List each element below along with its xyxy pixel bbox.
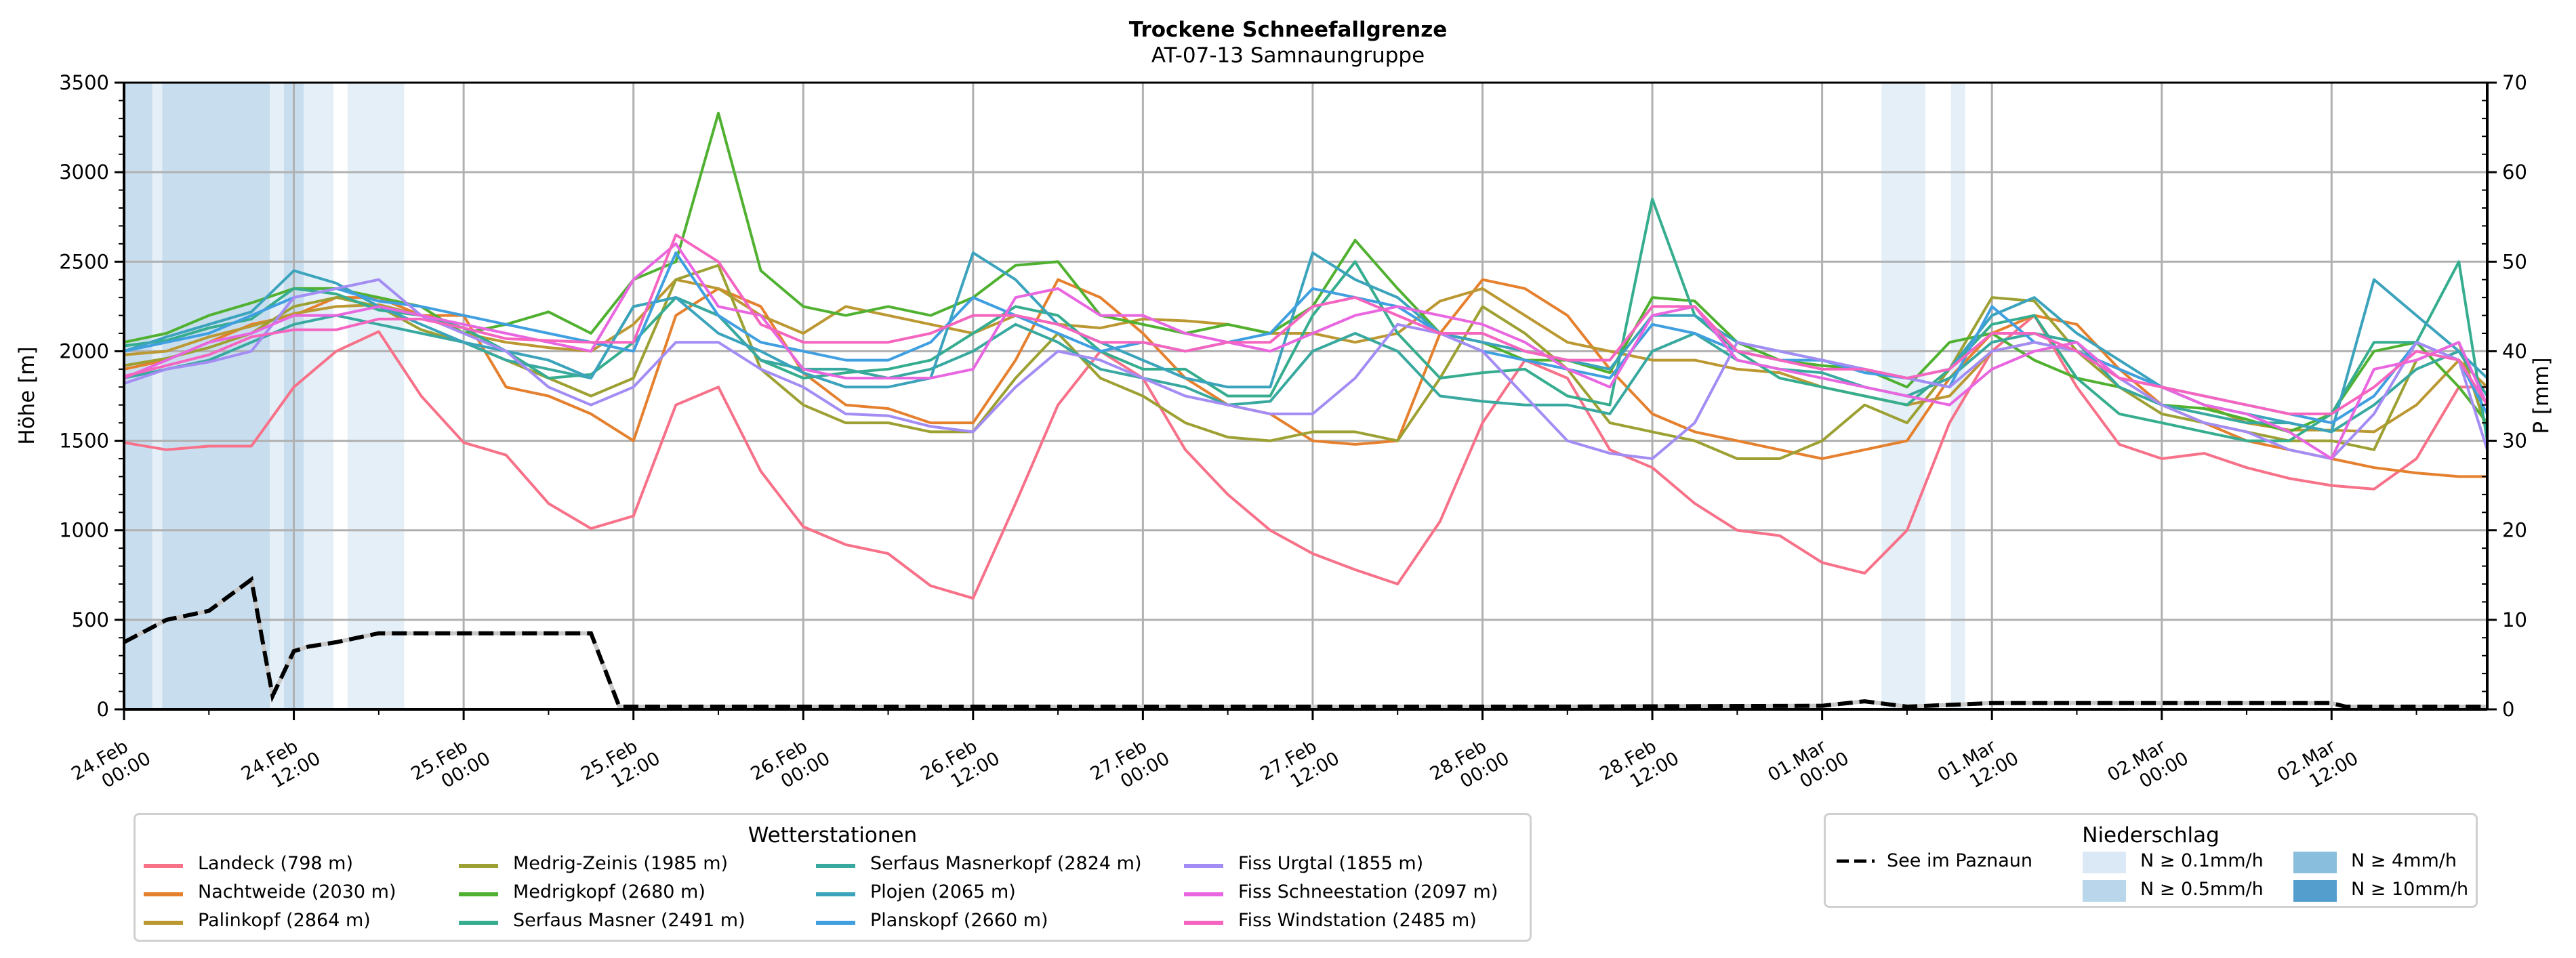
series-line bbox=[123, 264, 2489, 460]
y-tick-label: 3000 bbox=[59, 161, 109, 184]
legend-station-label: Medrig-Zeinis (1985 m) bbox=[513, 853, 729, 874]
dashed-line-legend-icon bbox=[1837, 859, 1875, 863]
legend-station-label: Fiss Schneestation (2097 m) bbox=[1238, 881, 1498, 902]
legend-station-label: Serfaus Masnerkopf (2824 m) bbox=[870, 853, 1142, 874]
legend-precip-swatch bbox=[2293, 880, 2337, 902]
precip-band bbox=[270, 83, 284, 709]
precip-band bbox=[304, 83, 334, 709]
y2-tick-label: 60 bbox=[2502, 161, 2527, 184]
precip-band bbox=[152, 83, 163, 709]
y-tick-label: 1500 bbox=[59, 430, 109, 453]
y-tick-label: 2000 bbox=[59, 339, 109, 362]
legend-station-label: Medrigkopf (2680 m) bbox=[513, 881, 706, 902]
y2-tick-label: 10 bbox=[2502, 608, 2527, 631]
legend-line-swatch bbox=[816, 892, 855, 896]
y2-tick-label: 0 bbox=[2502, 698, 2514, 721]
y-tick-label: 3500 bbox=[59, 71, 109, 94]
y2-tick-label: 70 bbox=[2502, 71, 2527, 94]
legend-line-swatch bbox=[1184, 892, 1223, 896]
legend-station-label: Planskopf (2660 m) bbox=[870, 910, 1048, 931]
legend-precip-swatch bbox=[2083, 880, 2126, 902]
precip-legend: Niederschlag See im Paznaun N ≥ 0.1mm/h N… bbox=[1824, 813, 2478, 908]
legend-line-swatch bbox=[816, 921, 855, 925]
series-line bbox=[123, 233, 2489, 415]
legend-line-swatch bbox=[1184, 864, 1223, 868]
legend-station-label: Serfaus Masner (2491 m) bbox=[513, 910, 745, 931]
precip-legend-title: Niederschlag bbox=[2082, 823, 2220, 848]
y-tick-label: 500 bbox=[72, 608, 109, 631]
precip-band bbox=[1950, 83, 1965, 709]
legend-station-label: Landeck (798 m) bbox=[198, 853, 353, 874]
y2-tick-label: 40 bbox=[2502, 339, 2527, 362]
precip-line-bg bbox=[123, 576, 2487, 709]
legend-precip-swatch bbox=[2293, 852, 2337, 873]
legend-precip-label: N ≥ 0.5mm/h bbox=[2140, 879, 2264, 900]
series-line bbox=[123, 251, 2489, 434]
y2-tick-label: 20 bbox=[2502, 519, 2527, 542]
precip-line bbox=[123, 576, 2487, 709]
stations-legend-title: Wetterstationen bbox=[748, 823, 918, 848]
legend-line-swatch bbox=[144, 921, 183, 925]
legend-line-swatch bbox=[459, 864, 498, 868]
series-line bbox=[123, 242, 2489, 460]
legend-station-label: Plojen (2065 m) bbox=[870, 881, 1016, 902]
precip-band bbox=[347, 83, 405, 709]
legend-station-label: Palinkopf (2864 m) bbox=[198, 910, 371, 931]
y-axis-label: Höhe [m] bbox=[15, 346, 39, 444]
legend-station-label: Fiss Windstation (2485 m) bbox=[1238, 910, 1477, 931]
precip-line-label: See im Paznaun bbox=[1887, 850, 2032, 871]
legend-line-swatch bbox=[816, 864, 855, 868]
legend-precip-label: N ≥ 10mm/h bbox=[2351, 879, 2469, 900]
series-line bbox=[123, 278, 2487, 478]
y-tick-label: 1000 bbox=[59, 519, 109, 542]
legend-line-swatch bbox=[1184, 921, 1223, 925]
series-line bbox=[123, 314, 2487, 600]
y-tick-label: 0 bbox=[97, 698, 109, 721]
y-tick-label: 2500 bbox=[59, 250, 109, 273]
stations-legend: Wetterstationen Landeck (798 m) Nachtweid… bbox=[134, 813, 1532, 942]
chart-subtitle: AT-07-13 Samnaungruppe bbox=[1151, 43, 1425, 68]
series-line bbox=[123, 278, 2489, 434]
legend-line-swatch bbox=[459, 892, 498, 896]
series-line bbox=[123, 197, 2489, 442]
legend-precip-swatch bbox=[2083, 852, 2126, 873]
legend-precip-label: N ≥ 0.1mm/h bbox=[2140, 850, 2264, 871]
legend-line-swatch bbox=[144, 864, 183, 868]
legend-line-swatch bbox=[459, 921, 498, 925]
legend-station-label: Nachtweide (2030 m) bbox=[198, 881, 396, 902]
precip-band bbox=[124, 83, 152, 709]
legend-station-label: Fiss Urgtal (1855 m) bbox=[1238, 853, 1424, 874]
chart-title: Trockene Schneefallgrenze bbox=[1128, 18, 1448, 42]
legend-line-swatch bbox=[144, 892, 183, 896]
y2-axis-label: P [mm] bbox=[2529, 357, 2554, 434]
legend-precip-label: N ≥ 4mm/h bbox=[2351, 850, 2457, 871]
series-line bbox=[123, 251, 2489, 425]
y2-tick-label: 50 bbox=[2502, 250, 2527, 273]
y2-tick-label: 30 bbox=[2502, 430, 2527, 453]
